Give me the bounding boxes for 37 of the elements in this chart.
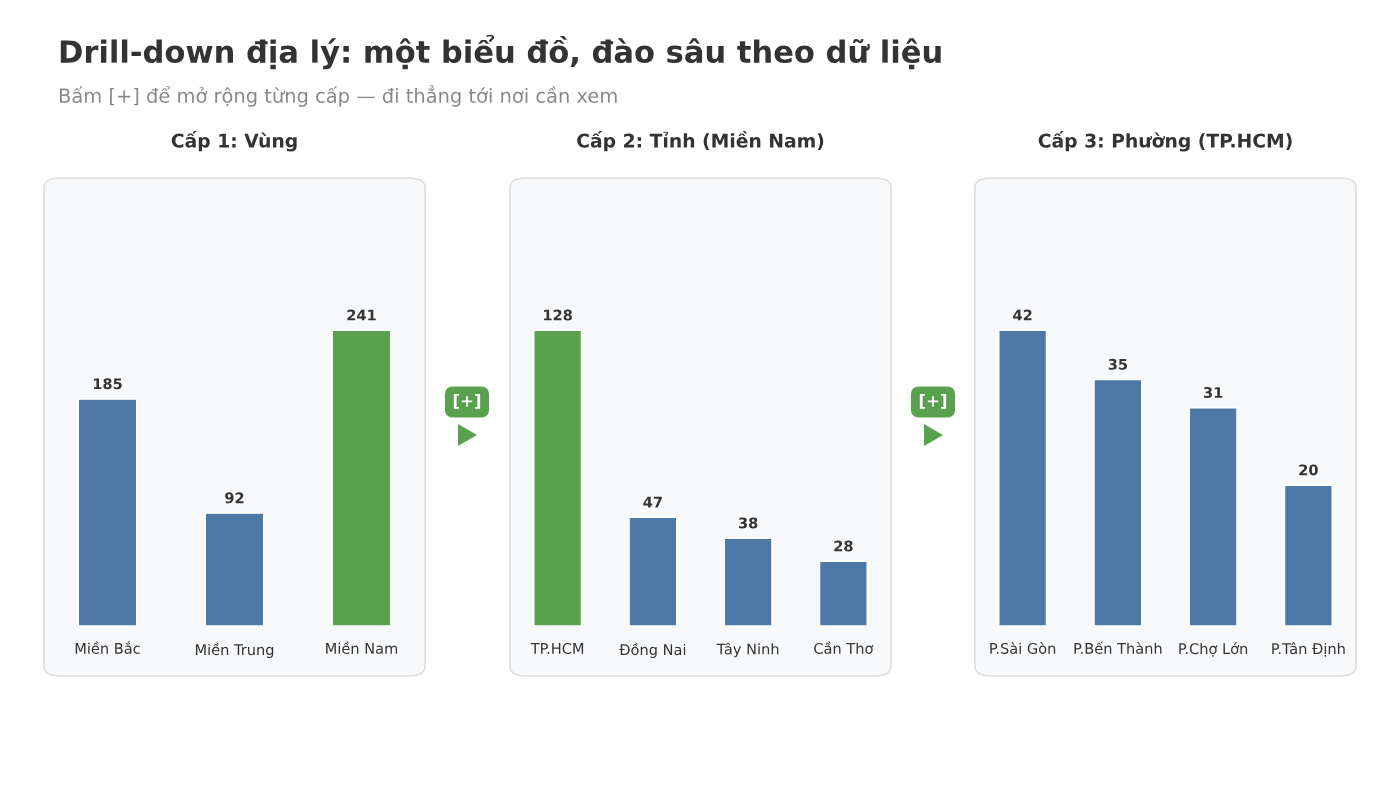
x-tick-label: TP.HCM [530,642,584,654]
x-tick-label: Miền Trung [195,642,274,659]
data-label: 28 [834,540,853,552]
text: [+] [453,393,481,409]
bar [998,329,1048,626]
x-tick-label: Miền Bắc [75,640,140,654]
data-label: 47 [643,496,662,508]
bar [533,329,583,626]
x-tick-label: P.Chợ Lớn [1179,642,1248,657]
x-tick-label: Tây Ninh [716,642,779,658]
bar [723,537,773,626]
bar [1283,484,1333,626]
text: Bấm [+] để mở rộng từng cấp — đi thẳng tới nơi cần xem [59,85,617,107]
text: [+] [919,393,947,409]
data-label: 35 [1108,358,1127,370]
chart-title: Cấp 2: Tỉnh (Miền Nam) [577,131,824,152]
bar [628,516,678,626]
x-tick-label: P.Sài Gòn [990,642,1056,654]
bar [818,560,868,626]
data-label: 31 [1203,386,1223,398]
x-tick-label: Cần Thơ [814,641,874,654]
data-label: 42 [1013,309,1032,321]
data-label: 185 [93,378,122,390]
chart-title: Cấp 3: Phường (TP.HCM) [1038,131,1292,152]
chart-title: Cấp 1: Vùng [171,131,297,152]
x-tick-label: P.Bến Thành [1074,641,1162,654]
bar [1093,378,1143,626]
data-label: 92 [225,492,244,504]
text: Drill-down địa lý: một biểu đồ, đào sâu theo dữ liệu [60,34,941,70]
bar [1188,407,1238,626]
x-tick-label: Đồng Nai [619,642,686,659]
data-label: 38 [738,517,758,529]
data-label: 20 [1299,464,1318,476]
data-label: 128 [544,309,572,321]
x-tick-label: Miền Nam [326,641,398,654]
data-label: 241 [347,309,376,321]
x-tick-label: P.Tân Định [1272,642,1345,657]
